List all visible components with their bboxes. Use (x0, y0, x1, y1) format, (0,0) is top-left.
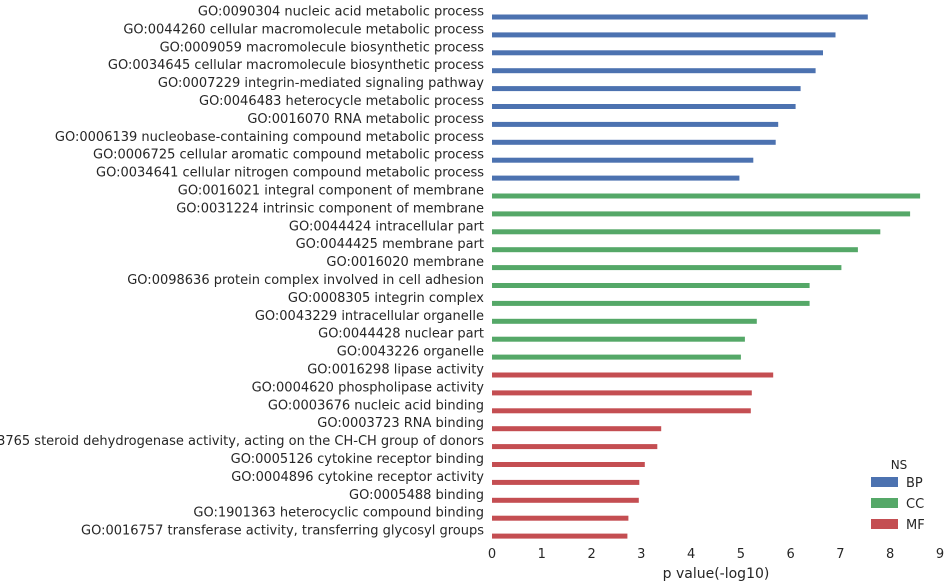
bar-bp-3 (492, 50, 823, 56)
legend-swatch-bp (871, 477, 898, 487)
category-label: GO:0044260 cellular macromolecule metabo… (123, 22, 484, 37)
legend-title: NS (891, 458, 908, 472)
category-label: GO:0046483 heterocycle metabolic process (199, 94, 484, 109)
category-label: GO:0034641 cellular nitrogen compound me… (96, 166, 484, 181)
bar-cc-4 (492, 247, 858, 253)
bar-cc-6 (492, 283, 810, 288)
bar-cc-5 (492, 265, 842, 271)
bar-cc-10 (492, 354, 741, 360)
x-tick-label: 8 (886, 547, 894, 562)
category-label: GO:0016298 lipase activity (307, 363, 484, 378)
bar-cc-9 (492, 336, 745, 342)
legend: NS BP CC MF (871, 458, 925, 533)
category-label: GO:0003723 RNA binding (317, 416, 484, 431)
x-tick-label: 5 (737, 547, 745, 562)
x-tick-label: 0 (488, 547, 496, 562)
category-label: GO:0016020 membrane (326, 255, 484, 270)
category-label: GO:0034645 cellular macromolecule biosyn… (108, 58, 484, 73)
bar-cc-7 (492, 300, 810, 306)
bar-bp-10 (492, 175, 740, 181)
bar-mf-3 (492, 408, 751, 414)
legend-entries: BP CC MF (871, 476, 925, 533)
category-label: GO:0004620 phospholipase activity (252, 380, 485, 395)
x-axis-title: p value(-log10) (663, 566, 770, 582)
bar-mf-10 (492, 533, 628, 539)
bar-bp-7 (492, 121, 779, 127)
category-label: GO:0006725 cellular aromatic compound me… (93, 148, 484, 163)
bar-bp-5 (492, 86, 801, 92)
category-label: GO:0090304 nucleic acid metabolic proces… (198, 5, 484, 20)
category-labels-group: GO:0090304 nucleic acid metabolic proces… (0, 5, 484, 539)
bar-mf-2 (492, 390, 752, 396)
x-tick-labels-group: 0 1 2 3 4 5 6 7 8 9 (488, 547, 944, 562)
legend-swatch-cc (871, 498, 898, 508)
legend-label-cc: CC (906, 497, 924, 512)
category-label: GO:1901363 heterocyclic compound binding (193, 506, 484, 521)
category-label: GO:0009059 macromolecule biosynthetic pr… (160, 40, 485, 55)
x-tick-label: 9 (936, 547, 944, 562)
legend-swatch-mf (871, 519, 898, 529)
x-tick-label: 3 (637, 547, 645, 562)
x-tick-label: 2 (587, 547, 595, 562)
category-label: GO:0008305 integrin complex (288, 291, 484, 306)
category-label: GO:0044428 nuclear part (318, 327, 484, 342)
bar-mf-4 (492, 426, 662, 432)
bar-mf-9 (492, 515, 629, 521)
bar-mf-1 (492, 372, 774, 378)
category-label: GO:0003676 nucleic acid binding (268, 398, 484, 413)
category-label: GO:0044425 membrane part (296, 237, 484, 252)
category-label: GO:0044424 intracellular part (289, 219, 484, 234)
category-label: GO:0005126 cytokine receptor binding (231, 452, 484, 467)
legend-label-bp: BP (906, 476, 923, 491)
bar-cc-8 (492, 318, 757, 324)
category-label: GO:0043226 organelle (337, 345, 484, 360)
bars-group (492, 14, 921, 539)
x-tick-label: 1 (538, 547, 546, 562)
legend-label-mf: MF (906, 518, 925, 533)
bar-bp-9 (492, 157, 754, 163)
bar-cc-1 (492, 193, 921, 199)
bar-mf-5 (492, 444, 658, 450)
bar-mf-7 (492, 479, 640, 485)
x-tick-label: 6 (787, 547, 795, 562)
category-label: GO:0004896 cytokine receptor activity (231, 470, 484, 485)
bar-bp-2 (492, 32, 836, 38)
category-label: GO:0031224 intrinsic component of membra… (176, 201, 484, 216)
category-label: GO:0033765 steroid dehydrogenase activit… (0, 434, 484, 449)
bar-bp-6 (492, 104, 796, 109)
category-label: GO:0005488 binding (349, 488, 484, 503)
bar-bp-4 (492, 68, 816, 74)
category-label: GO:0007229 integrin-mediated signaling p… (158, 76, 484, 91)
category-label: GO:0016021 integral component of membran… (178, 184, 484, 199)
category-label: GO:0098636 protein complex involved in c… (127, 273, 484, 288)
bar-bp-8 (492, 139, 776, 145)
category-label: GO:0043229 intracellular organelle (255, 309, 484, 324)
category-label: GO:0016070 RNA metabolic process (247, 112, 484, 127)
bar-bp-1 (492, 14, 868, 20)
bar-cc-3 (492, 229, 881, 235)
bar-cc-2 (492, 211, 911, 217)
x-tick-label: 7 (836, 547, 844, 562)
category-label: GO:0016757 transferase activity, transfe… (81, 524, 484, 539)
bar-mf-8 (492, 497, 639, 503)
x-tick-label: 4 (687, 547, 695, 562)
bar-mf-6 (492, 462, 645, 467)
category-label: GO:0006139 nucleobase-containing compoun… (55, 130, 484, 145)
